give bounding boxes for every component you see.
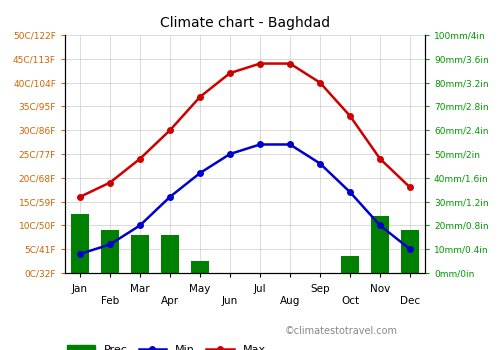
Text: Jul: Jul: [254, 284, 266, 294]
Title: Climate chart - Baghdad: Climate chart - Baghdad: [160, 16, 330, 30]
Bar: [131, 235, 149, 273]
Bar: [191, 261, 209, 273]
Text: ©climatestotravel.com: ©climatestotravel.com: [285, 326, 398, 336]
Text: Aug: Aug: [280, 296, 300, 306]
Bar: [71, 214, 89, 273]
Bar: [371, 216, 389, 273]
Text: Jun: Jun: [222, 296, 238, 306]
Text: Mar: Mar: [130, 284, 150, 294]
Text: Jan: Jan: [72, 284, 88, 294]
Text: Oct: Oct: [341, 296, 359, 306]
Bar: [101, 230, 119, 273]
Text: Nov: Nov: [370, 284, 390, 294]
Text: May: May: [190, 284, 210, 294]
Legend: Prec, Min, Max: Prec, Min, Max: [67, 345, 266, 350]
Text: Apr: Apr: [161, 296, 179, 306]
Text: Feb: Feb: [101, 296, 119, 306]
Bar: [341, 256, 359, 273]
Bar: [401, 230, 419, 273]
Bar: [161, 235, 179, 273]
Text: Dec: Dec: [400, 296, 420, 306]
Text: Sep: Sep: [310, 284, 330, 294]
